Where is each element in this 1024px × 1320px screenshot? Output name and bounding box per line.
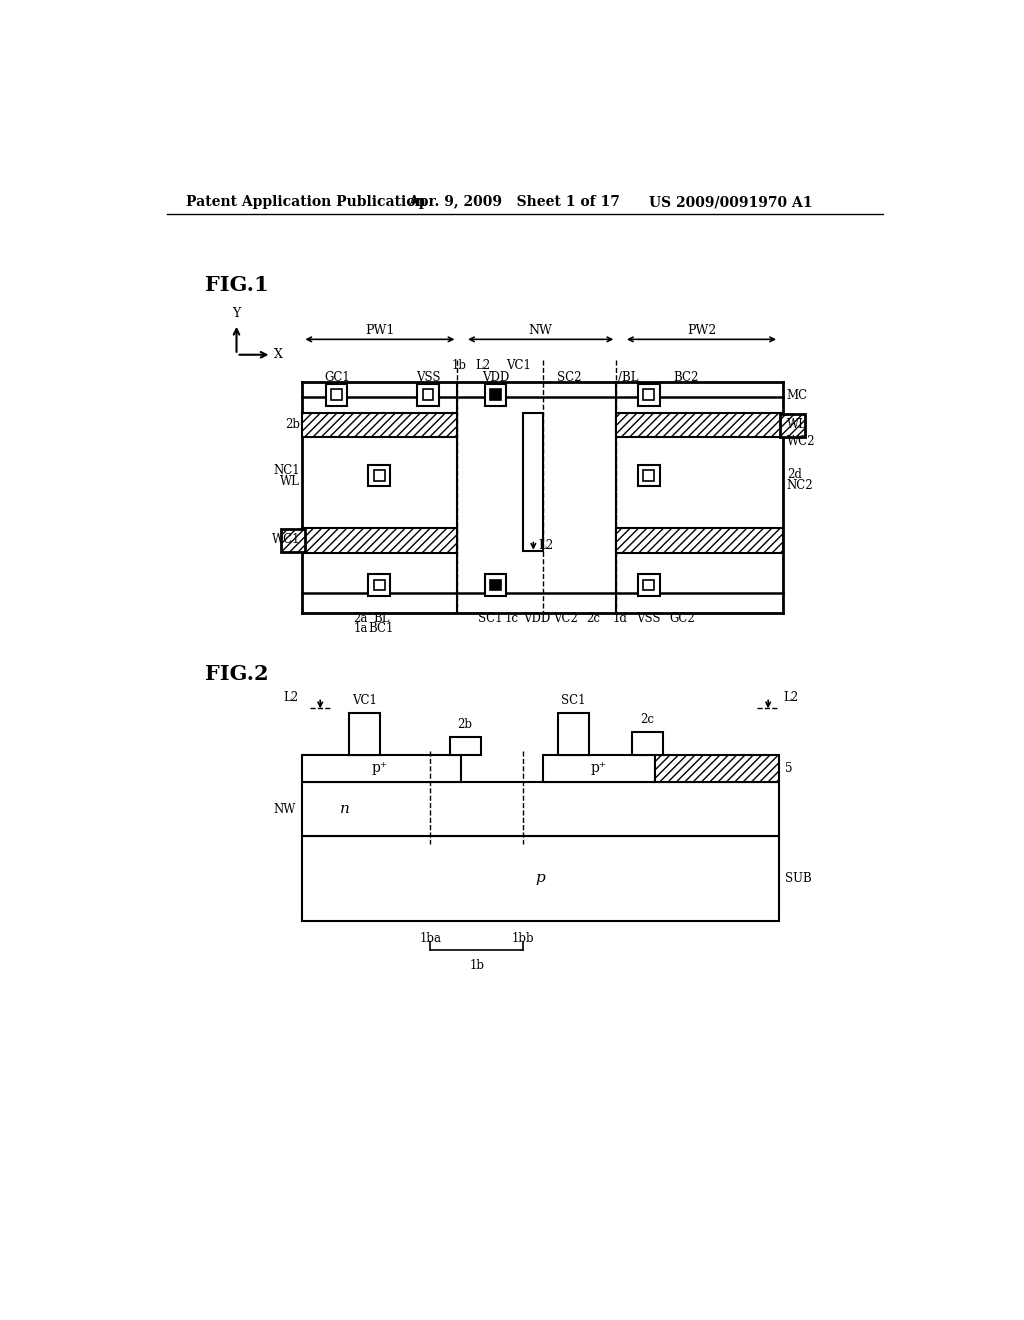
- Bar: [331, 389, 342, 400]
- Bar: [655, 755, 779, 781]
- Text: Y: Y: [232, 308, 241, 321]
- Text: 2c: 2c: [586, 612, 600, 626]
- Bar: [417, 384, 438, 405]
- Text: VDD: VDD: [482, 371, 510, 384]
- Text: 1a: 1a: [353, 622, 368, 635]
- Text: 2b: 2b: [285, 418, 300, 432]
- Text: L2: L2: [783, 690, 798, 704]
- Text: NC1: NC1: [273, 463, 300, 477]
- Bar: [638, 465, 659, 487]
- Text: PW1: PW1: [366, 323, 394, 337]
- Text: WL: WL: [786, 417, 807, 430]
- Text: GC2: GC2: [670, 612, 695, 626]
- Text: L2: L2: [475, 359, 490, 372]
- Bar: [489, 389, 501, 400]
- Bar: [369, 465, 390, 487]
- Bar: [349, 713, 380, 755]
- Text: PW2: PW2: [687, 323, 716, 337]
- Bar: [374, 470, 385, 480]
- Text: BC2: BC2: [674, 371, 698, 384]
- Text: /BL: /BL: [617, 371, 638, 384]
- Bar: [450, 738, 480, 755]
- Text: NC2: NC2: [786, 479, 813, 492]
- Text: GC1: GC1: [325, 371, 350, 384]
- Bar: [302, 528, 458, 553]
- Bar: [558, 713, 589, 755]
- Text: 2b: 2b: [458, 718, 473, 731]
- Text: SC1: SC1: [478, 612, 503, 626]
- Bar: [638, 384, 659, 405]
- Text: 1bb: 1bb: [512, 932, 535, 945]
- Bar: [616, 413, 783, 437]
- Text: NW: NW: [528, 323, 553, 337]
- Text: VC2: VC2: [553, 612, 579, 626]
- Text: p⁺: p⁺: [372, 762, 388, 775]
- Bar: [632, 733, 663, 755]
- Text: VC1: VC1: [506, 359, 531, 372]
- Text: 1ba: 1ba: [419, 932, 441, 945]
- Bar: [484, 384, 506, 405]
- Bar: [302, 836, 779, 921]
- Text: VSS: VSS: [416, 371, 440, 384]
- Bar: [281, 529, 305, 552]
- Bar: [643, 579, 654, 590]
- Text: 5: 5: [785, 762, 793, 775]
- Bar: [616, 528, 783, 553]
- Text: 1d: 1d: [612, 612, 628, 626]
- Text: SUB: SUB: [785, 871, 812, 884]
- Text: FIG.2: FIG.2: [206, 664, 269, 684]
- Bar: [523, 413, 544, 552]
- Text: VSS: VSS: [637, 612, 662, 626]
- Text: 1b: 1b: [469, 960, 484, 973]
- Text: BL: BL: [373, 612, 390, 626]
- Bar: [369, 574, 390, 595]
- Text: Patent Application Publication: Patent Application Publication: [186, 195, 426, 210]
- Bar: [643, 389, 654, 400]
- Text: 2a: 2a: [353, 612, 368, 626]
- Bar: [302, 413, 458, 437]
- Text: X: X: [273, 348, 283, 362]
- Bar: [374, 579, 385, 590]
- Bar: [484, 574, 506, 595]
- Bar: [779, 414, 805, 437]
- Text: 2c: 2c: [640, 713, 654, 726]
- Text: L2: L2: [284, 690, 299, 704]
- Text: 2d: 2d: [786, 467, 802, 480]
- Text: 1b: 1b: [452, 359, 466, 372]
- Text: MC: MC: [786, 389, 808, 403]
- Text: FIG.1: FIG.1: [206, 276, 269, 296]
- Text: BC1: BC1: [369, 622, 394, 635]
- Bar: [489, 579, 501, 590]
- Text: US 2009/0091970 A1: US 2009/0091970 A1: [649, 195, 812, 210]
- Bar: [302, 781, 779, 836]
- Text: WC2: WC2: [786, 436, 815, 449]
- Bar: [423, 389, 433, 400]
- Text: VDD: VDD: [523, 612, 550, 626]
- Bar: [326, 384, 347, 405]
- Bar: [543, 755, 655, 781]
- Text: VC1: VC1: [352, 694, 377, 708]
- Bar: [643, 470, 654, 480]
- Text: 1c: 1c: [505, 612, 518, 626]
- Bar: [638, 574, 659, 595]
- Text: SC1: SC1: [561, 694, 586, 708]
- Text: WL: WL: [281, 475, 300, 488]
- Text: SC2: SC2: [557, 371, 582, 384]
- Text: p: p: [536, 871, 545, 886]
- Text: Apr. 9, 2009   Sheet 1 of 17: Apr. 9, 2009 Sheet 1 of 17: [409, 195, 621, 210]
- Text: NW: NW: [273, 803, 296, 816]
- Text: n: n: [340, 803, 350, 816]
- Bar: [302, 755, 461, 781]
- Text: L2: L2: [539, 539, 554, 552]
- Text: p⁺: p⁺: [590, 762, 606, 775]
- Text: WC1: WC1: [271, 533, 300, 546]
